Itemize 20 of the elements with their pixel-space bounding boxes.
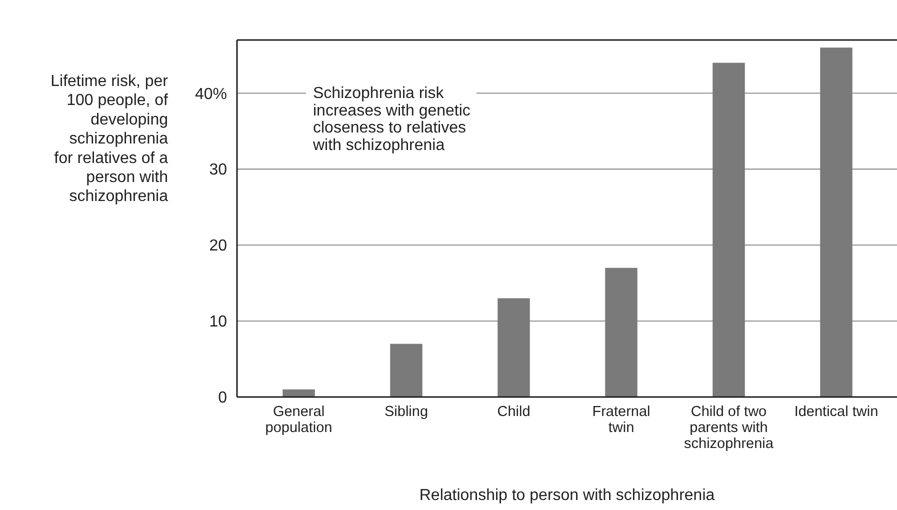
y-tick-label: 30	[209, 162, 228, 179]
bar	[820, 48, 852, 397]
bar	[498, 298, 530, 397]
x-tick-label: Sibling	[384, 404, 428, 420]
annotation: Schizophrenia risk increases with genetic closeness to relatives with schizophrenia	[312, 85, 470, 154]
bar	[390, 344, 422, 397]
x-tick-label: Child	[497, 404, 530, 420]
bar	[282, 389, 315, 397]
x-tick-label: Fraternal twin	[592, 404, 650, 436]
y-tick-label: 20	[209, 238, 228, 255]
x-tick-label: General population	[265, 404, 332, 436]
x-axis-title: Relationship to person with schizophrenia	[419, 487, 715, 504]
y-tick-label: 10	[209, 314, 228, 331]
y-tick-label: 0	[218, 390, 228, 407]
y-tick-label: 40%	[194, 86, 227, 103]
x-tick-label: Identical twin	[794, 404, 878, 420]
x-tick-label: Child of two parents with schizophrenia	[684, 404, 774, 452]
y-axis-title: Lifetime risk, per 100 people, of developing schizophrenia for relatives of a person with schizophrenia	[50, 73, 169, 206]
bar	[712, 62, 745, 397]
bar	[605, 268, 638, 397]
